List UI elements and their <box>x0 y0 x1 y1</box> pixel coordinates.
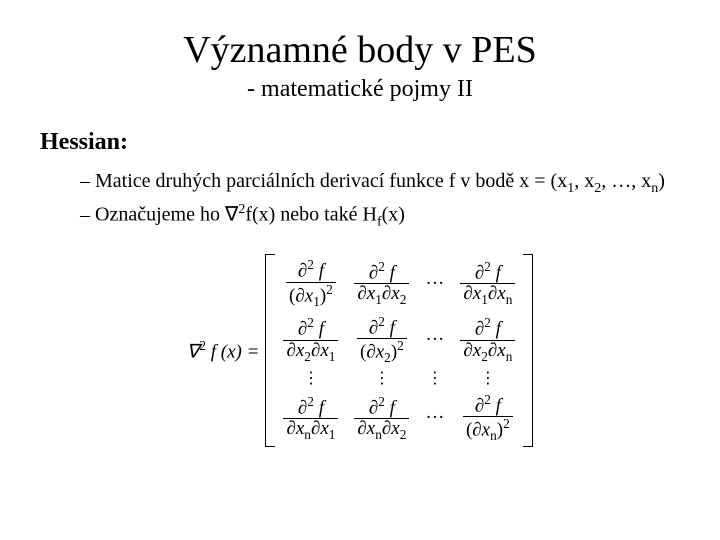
eq-lhs-text: f (x) = <box>206 342 259 363</box>
m-vdots-3: ⋮ <box>427 371 443 387</box>
m-vdots-2: ⋮ <box>374 371 390 387</box>
hessian-equation: ∇2 f (x) = ∂2 f (∂x1)2 ∂2 f ∂x1∂x2 ··· <box>40 254 680 447</box>
bullet-1-text: , …, x <box>601 170 651 192</box>
m-n-n: ∂2 f (∂xn)2 <box>463 393 513 443</box>
m-n-1: ∂2 f ∂xn∂x1 <box>283 395 338 442</box>
bullet-1-text: ) <box>658 170 665 192</box>
hessian-matrix: ∂2 f (∂x1)2 ∂2 f ∂x1∂x2 ··· ∂2 f ∂x1∂xn <box>265 254 533 447</box>
m-2-n: ∂2 f ∂x2∂xn <box>460 316 515 363</box>
m-1-dots: ··· <box>425 273 444 295</box>
bullet-2-text: (x) <box>382 204 405 226</box>
bullet-1: Matice druhých parciálních derivací funk… <box>80 168 680 199</box>
slide-subtitle: - matematické pojmy II <box>40 76 680 103</box>
nabla: ∇ <box>187 342 200 363</box>
bullet-2: Označujeme ho ∇2f(x) nebo také Hf(x) <box>80 201 680 233</box>
bullet-1-text: , x <box>574 170 594 192</box>
m-2-2: ∂2 f (∂x2)2 <box>357 315 407 365</box>
m-n-2: ∂2 f ∂xn∂x2 <box>354 395 409 442</box>
matrix-grid: ∂2 f (∂x1)2 ∂2 f ∂x1∂x2 ··· ∂2 f ∂x1∂xn <box>275 254 523 447</box>
m-1-n: ∂2 f ∂x1∂xn <box>460 260 515 307</box>
m-2-1: ∂2 f ∂x2∂x1 <box>283 316 338 363</box>
m-n-dots: ··· <box>425 407 444 429</box>
m-2-dots: ··· <box>425 329 444 351</box>
slide-title: Významné body v PES <box>40 28 680 72</box>
bullet-1-text: Matice druhých parciálních derivací funk… <box>95 170 567 192</box>
bullet-2-text: f(x) nebo také H <box>245 204 377 226</box>
m-vdots-4: ⋮ <box>480 371 496 387</box>
bracket-right <box>523 254 533 447</box>
slide: Významné body v PES - matematické pojmy … <box>0 0 720 540</box>
bullet-2-text: Označujeme ho ∇ <box>95 204 238 226</box>
section-heading: Hessian: <box>40 129 680 156</box>
eq-lhs: ∇2 f (x) = <box>187 338 260 363</box>
m-1-2: ∂2 f ∂x1∂x2 <box>354 260 409 307</box>
m-1-1: ∂2 f (∂x1)2 <box>286 258 336 308</box>
m-vdots-1: ⋮ <box>303 371 319 387</box>
bullet-list: Matice druhých parciálních derivací funk… <box>80 168 680 232</box>
bracket-left <box>265 254 275 447</box>
